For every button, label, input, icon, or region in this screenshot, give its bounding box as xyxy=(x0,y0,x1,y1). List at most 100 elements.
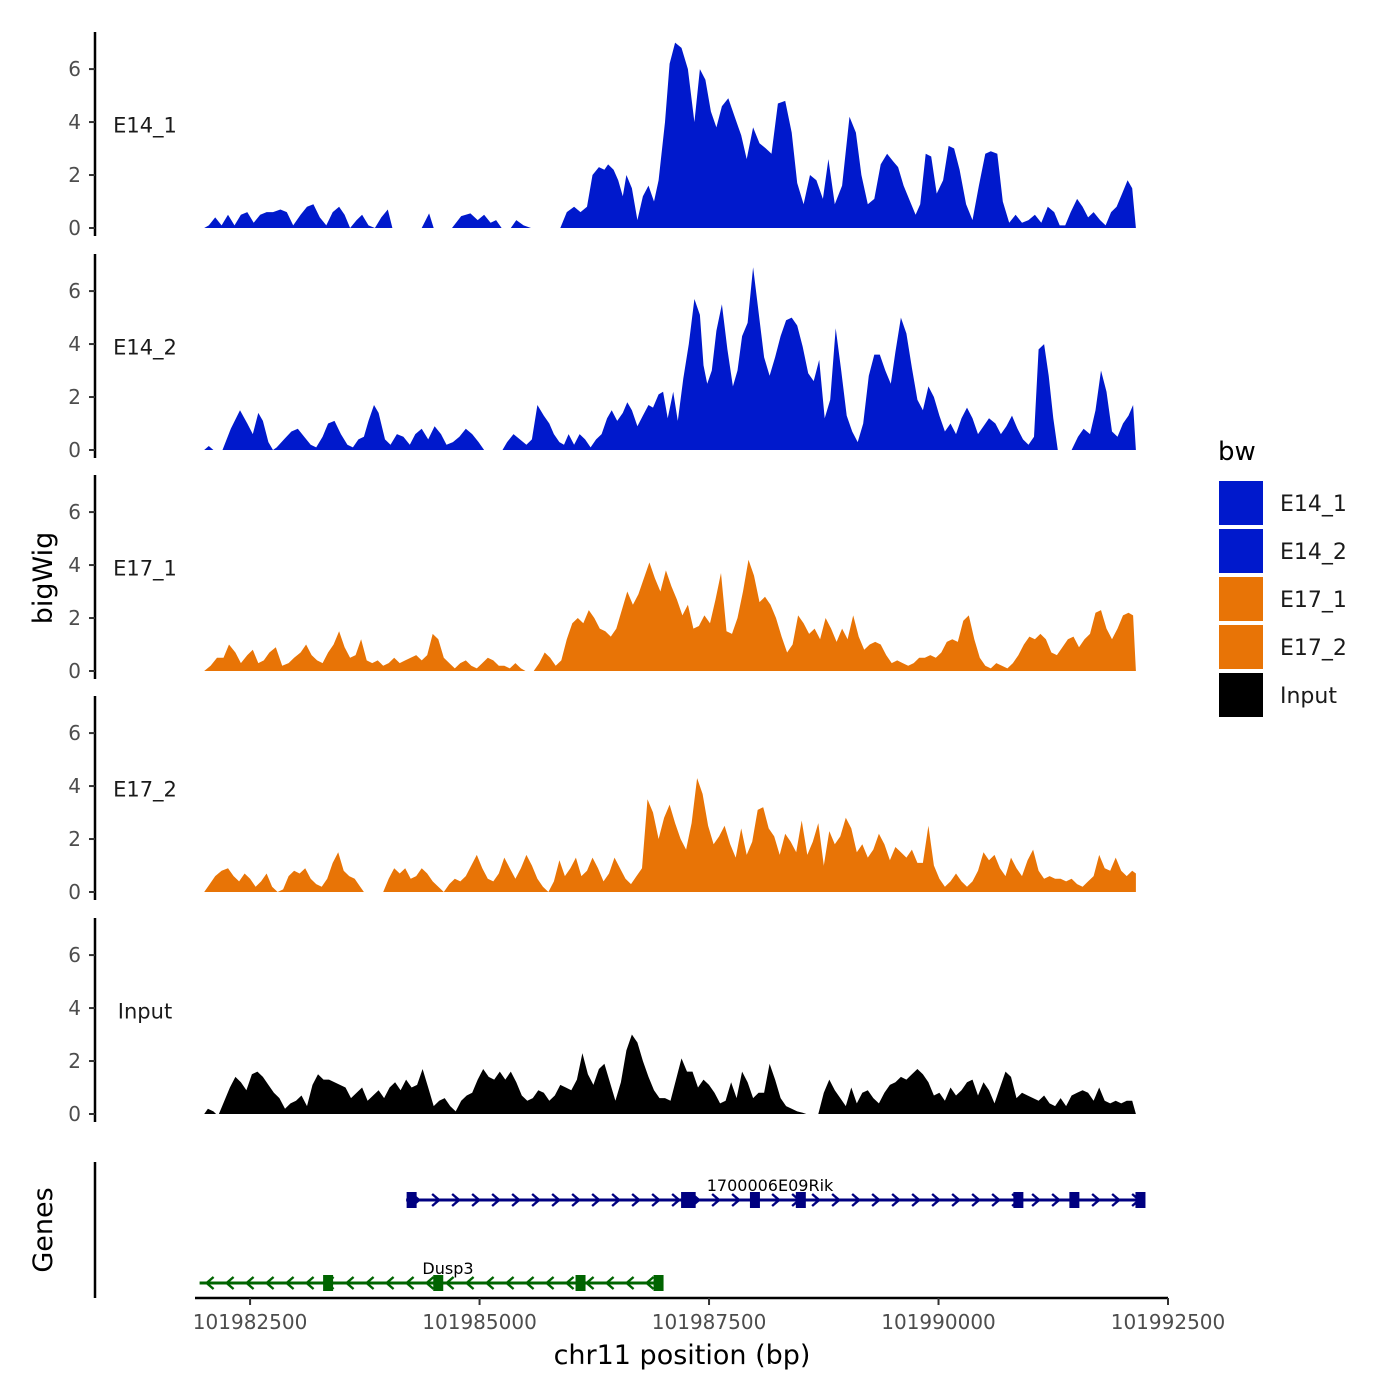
y-tick-label: 0 xyxy=(68,216,81,240)
y-tick-label: 6 xyxy=(68,500,81,524)
exon xyxy=(1135,1192,1146,1208)
x-tick-label: 101992500 xyxy=(1111,1310,1226,1334)
strand-arrow xyxy=(911,1193,921,1207)
strand-arrow xyxy=(564,1276,575,1290)
strand-arrow xyxy=(304,1276,315,1290)
track-E14_1: 0 2 4 6 E14_1 xyxy=(68,32,1136,240)
track-label: E14_2 xyxy=(113,336,177,361)
y-tick-label: 6 xyxy=(68,279,81,303)
exon xyxy=(685,1192,696,1208)
gene-track: 1700006E09Rik Dusp3 xyxy=(93,1162,1146,1298)
strand-arrow xyxy=(264,1276,275,1290)
legend-swatch xyxy=(1219,529,1263,573)
track-label: E17_2 xyxy=(113,778,177,803)
signal-area-E14_1 xyxy=(510,220,531,228)
strand-arrow xyxy=(771,1193,781,1207)
signal-area-E14_1 xyxy=(204,204,393,228)
y-tick-label: 2 xyxy=(68,385,81,409)
legend-item-E14_1: E14_1 xyxy=(1219,481,1347,525)
track-label: Input xyxy=(118,1000,172,1024)
strand-arrow xyxy=(731,1193,741,1207)
strand-arrow xyxy=(431,1193,441,1207)
strand-arrow xyxy=(504,1276,515,1290)
legend-label: E14_1 xyxy=(1280,492,1347,517)
y-tick-label: 4 xyxy=(68,774,81,798)
exon xyxy=(1013,1192,1024,1208)
gene-1700006E09Rik: 1700006E09Rik xyxy=(406,1176,1146,1208)
strand-arrow xyxy=(344,1276,355,1290)
legend: bw E14_1 E14_2 E17_1 E17_2 Input xyxy=(1218,437,1347,717)
strand-arrow xyxy=(224,1276,235,1290)
strand-arrow xyxy=(644,1276,655,1290)
signal-area-E14_1 xyxy=(560,42,1136,228)
strand-arrow xyxy=(484,1276,495,1290)
y-tick-label: 2 xyxy=(68,163,81,187)
track-label: E17_1 xyxy=(113,557,177,582)
gene-Dusp3: Dusp3 xyxy=(199,1259,664,1291)
strand-arrow xyxy=(451,1193,461,1207)
exon xyxy=(433,1275,444,1291)
strand-arrow xyxy=(544,1276,555,1290)
legend-swatch xyxy=(1219,625,1263,669)
exon xyxy=(406,1192,417,1208)
strand-arrow xyxy=(464,1276,475,1290)
x-tick-label: 101982500 xyxy=(193,1310,308,1334)
track-E17_2: 0 2 4 6 E17_2 xyxy=(68,696,1136,904)
y-tick-label: 4 xyxy=(68,110,81,134)
signal-area-E17_1 xyxy=(533,559,1136,671)
x-tick-label: 101987500 xyxy=(652,1310,767,1334)
exon xyxy=(1069,1192,1080,1208)
strand-arrow xyxy=(571,1193,581,1207)
signal-area-E14_2 xyxy=(222,405,485,450)
strand-arrow xyxy=(1031,1193,1041,1207)
strand-arrow xyxy=(524,1276,535,1290)
legend-item-Input: Input xyxy=(1219,673,1337,717)
y-tick-label: 4 xyxy=(68,332,81,356)
legend-swatch xyxy=(1219,577,1263,621)
strand-arrow xyxy=(831,1193,841,1207)
gene-label: Dusp3 xyxy=(422,1259,473,1278)
track-Input: 0 2 4 6 Input xyxy=(68,918,1136,1126)
strand-arrow xyxy=(531,1193,541,1207)
x-axis: 101982500 101985000 101987500 101990000 1019… xyxy=(193,1296,1226,1334)
strand-arrow xyxy=(851,1193,861,1207)
y-tick-label: 4 xyxy=(68,996,81,1020)
signal-area-E14_2 xyxy=(1017,344,1058,450)
signal-area-E14_2 xyxy=(204,446,214,450)
x-axis-title: chr11 position (bp) xyxy=(554,1340,811,1371)
y-tick-label: 6 xyxy=(68,721,81,745)
signal-area-Input xyxy=(818,1069,1136,1114)
exon xyxy=(575,1275,586,1291)
strand-arrow xyxy=(244,1276,255,1290)
legend-label: E14_2 xyxy=(1280,540,1347,565)
legend-swatch xyxy=(1219,481,1263,525)
exon xyxy=(749,1192,760,1208)
signal-area-E14_1 xyxy=(452,213,502,228)
signal-area-E17_2 xyxy=(383,778,1136,892)
x-tick-label: 101990000 xyxy=(881,1310,996,1334)
strand-arrow xyxy=(951,1193,961,1207)
strand-arrow xyxy=(404,1276,415,1290)
y-tick-label: 6 xyxy=(68,943,81,967)
strand-arrow xyxy=(1091,1193,1101,1207)
y-axis-title: bigWig xyxy=(28,532,59,625)
strand-arrow xyxy=(931,1193,941,1207)
legend-title: bw xyxy=(1218,437,1256,467)
strand-arrow xyxy=(551,1193,561,1207)
strand-arrow xyxy=(1051,1193,1061,1207)
strand-arrow xyxy=(651,1193,661,1207)
signal-area-Input xyxy=(218,1034,807,1114)
y-tick-label: 6 xyxy=(68,57,81,81)
exon xyxy=(795,1192,806,1208)
strand-arrow xyxy=(284,1276,295,1290)
legend-label: E17_2 xyxy=(1280,636,1347,661)
strand-arrow xyxy=(871,1193,881,1207)
signal-area-Input xyxy=(204,1108,217,1114)
track-label: E14_1 xyxy=(113,114,177,139)
y-tick-label: 0 xyxy=(68,438,81,462)
strand-arrow xyxy=(384,1276,395,1290)
legend-label: Input xyxy=(1280,684,1337,709)
strand-arrow xyxy=(611,1193,621,1207)
signal-area-E14_2 xyxy=(1071,370,1136,450)
